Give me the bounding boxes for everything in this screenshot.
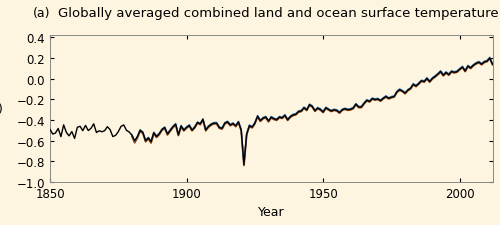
Y-axis label: (°C): (°C): [0, 103, 4, 116]
Text: Globally averaged combined land and ocean surface temperature anomaly: Globally averaged combined land and ocea…: [58, 7, 500, 20]
X-axis label: Year: Year: [258, 206, 284, 218]
Text: (a): (a): [32, 7, 50, 20]
